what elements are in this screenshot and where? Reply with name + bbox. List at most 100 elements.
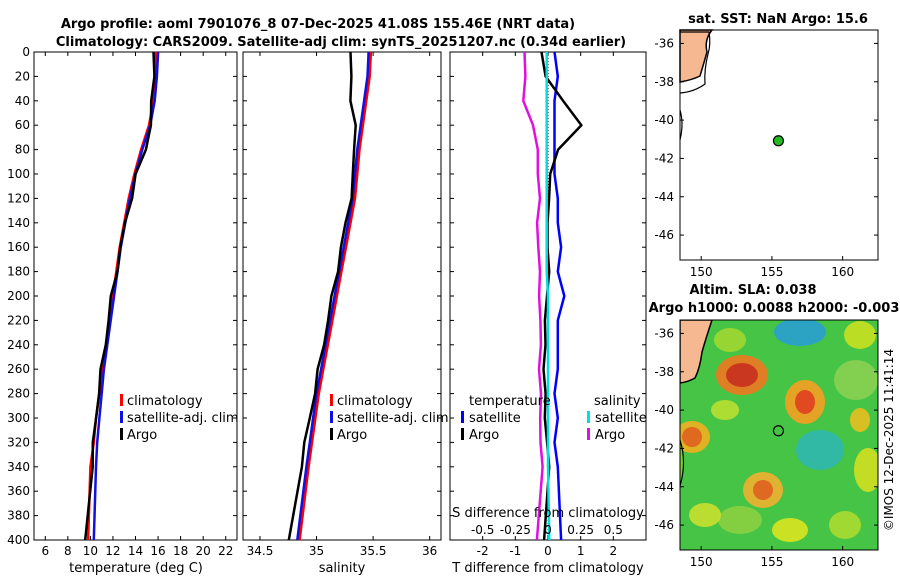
temperature-xlabel: temperature (deg C): [69, 561, 203, 576]
argo-location-marker: [772, 135, 785, 147]
x-tick-label: 34.5: [247, 544, 274, 558]
map-x-tick-label: 160: [831, 555, 854, 569]
y-tick-label: 240: [7, 338, 30, 352]
map-y-tick-label: -40: [654, 113, 674, 127]
legend-satellite-adj-swatch: [330, 411, 333, 423]
y-tick-label: 400: [7, 533, 30, 547]
sla-anomaly-patch: [844, 321, 876, 349]
sla-map-title1: Altim. SLA: 0.038: [690, 283, 817, 298]
sla-map-panel: Altim. SLA: 0.038 Argo h1000: 0.0088 h20…: [649, 283, 900, 569]
map-x-tick-label: 160: [831, 265, 854, 279]
x-tick-label: 1: [577, 544, 585, 558]
difference-legend: temperature satellite Argo salinity sate…: [461, 394, 647, 443]
temperature-panel: 0 20 40 60 80 100 120 140 160 180 200 220 240 260 280 3…: [7, 45, 239, 576]
sla-anomaly-patch: [834, 360, 878, 400]
difference-xlabel: T difference from climatology: [451, 561, 644, 576]
x-tick-label: 8: [64, 544, 72, 558]
series-line-salinity-satellite: [545, 52, 551, 540]
legend-s-argo-label: Argo: [595, 428, 625, 443]
map-y-tick-label: -42: [654, 151, 674, 165]
y-tick-label: 180: [7, 265, 30, 279]
map-x-tick-label: 150: [690, 555, 713, 569]
legend-t-argo-label: Argo: [469, 428, 499, 443]
x-tick-label: 0: [544, 544, 552, 558]
salinity-axes-box: [242, 51, 442, 541]
y-tick-label: 20: [15, 69, 30, 83]
map-y-tick-label: -44: [654, 190, 674, 204]
difference-top-label: S difference from climatology: [452, 506, 644, 521]
y-tick-label: 360: [7, 484, 30, 498]
y-tick-label: 140: [7, 216, 30, 230]
map-y-tick-label: -36: [654, 36, 674, 50]
salinity-panel: 34.5 35 35.5 36 salinity climatology satell…: [242, 51, 449, 576]
sla-anomaly-patch: [774, 320, 826, 346]
legend-argo-label: Argo: [337, 428, 367, 443]
salinity-xlabel: salinity: [319, 561, 366, 576]
x-tick-label: -1: [509, 544, 521, 558]
x-tick-label: 16: [150, 544, 165, 558]
sst-map-panel: sat. SST: NaN Argo: 15.6 150 155 160 -36 -38…: [654, 12, 879, 279]
imos-credit: ©IMOS 12-Dec-2025 11:41:14: [882, 349, 896, 531]
x-tick-label: 2: [610, 544, 618, 558]
top-tick-label: -0.5: [471, 523, 494, 537]
x-tick-label: -2: [477, 544, 489, 558]
sla-anomaly-patch: [718, 506, 762, 534]
x-tick-label: 12: [105, 544, 120, 558]
map-y-tick-label: -38: [654, 365, 674, 379]
sla-anomaly-patch: [711, 400, 739, 420]
map-y-tick-label: -46: [654, 518, 674, 532]
y-tick-label: 160: [7, 240, 30, 254]
map-x-tick-label: 155: [760, 555, 783, 569]
y-tick-label: 80: [15, 143, 30, 157]
sst-map-coastline: [679, 31, 711, 94]
map-y-tick-label: -44: [654, 480, 674, 494]
sla-anomaly-patch: [829, 511, 861, 539]
y-tick-label: 40: [15, 94, 30, 108]
map-y-tick-label: -40: [654, 403, 674, 417]
y-tick-label: 120: [7, 191, 30, 205]
legend-salinity-heading: salinity: [594, 394, 641, 409]
sla-anomaly-patch: [850, 408, 870, 432]
top-tick-label: -0.25: [500, 523, 531, 537]
legend-satellite-adj-swatch: [120, 411, 123, 423]
legend-s-satellite-label: satellite: [595, 411, 647, 426]
y-tick-label: 320: [7, 435, 30, 449]
sst-map-title: sat. SST: NaN Argo: 15.6: [688, 12, 868, 27]
top-tick-label: 0.5: [604, 523, 623, 537]
x-tick-label: 36: [422, 544, 437, 558]
legend-argo-label: Argo: [127, 428, 157, 443]
legend-climatology-swatch: [120, 394, 123, 406]
series-line-argo: [83, 52, 156, 540]
x-tick-label: 35.5: [360, 544, 387, 558]
map-x-tick-label: 155: [760, 265, 783, 279]
series-line-argo: [287, 52, 357, 540]
sla-anomaly-patch: [796, 430, 844, 470]
x-tick-label: 18: [173, 544, 188, 558]
legend-t-satellite-swatch: [461, 411, 464, 423]
y-tick-label: 200: [7, 289, 30, 303]
top-tick-label: 0.25: [567, 523, 594, 537]
map-x-tick-label: 150: [690, 265, 713, 279]
sla-map-axes-box: [679, 319, 879, 551]
series-line-temperature-argo: [540, 52, 583, 540]
sla-map-island: [680, 439, 685, 487]
salinity-legend: climatology satellite-adj. clim Argo: [330, 394, 449, 443]
x-tick-label: 6: [41, 544, 49, 558]
y-tick-label: 280: [7, 387, 30, 401]
y-tick-label: 380: [7, 509, 30, 523]
y-tick-label: 60: [15, 118, 30, 132]
sla-anomaly-patch: [726, 363, 758, 387]
legend-s-argo-swatch: [587, 428, 590, 440]
legend-satellite-adj-label: satellite-adj. clim: [127, 411, 239, 426]
argo-location-marker: [772, 425, 785, 437]
sla-anomaly-patch: [753, 480, 773, 500]
legend-argo-swatch: [330, 428, 333, 440]
y-tick-label: 220: [7, 313, 30, 327]
legend-climatology-label: climatology: [337, 394, 413, 409]
y-tick-label: 300: [7, 411, 30, 425]
map-y-tick-label: -38: [654, 75, 674, 89]
map-y-tick-label: -42: [654, 441, 674, 455]
map-y-tick-label: -46: [654, 228, 674, 242]
sla-anomaly-patch: [689, 503, 721, 527]
